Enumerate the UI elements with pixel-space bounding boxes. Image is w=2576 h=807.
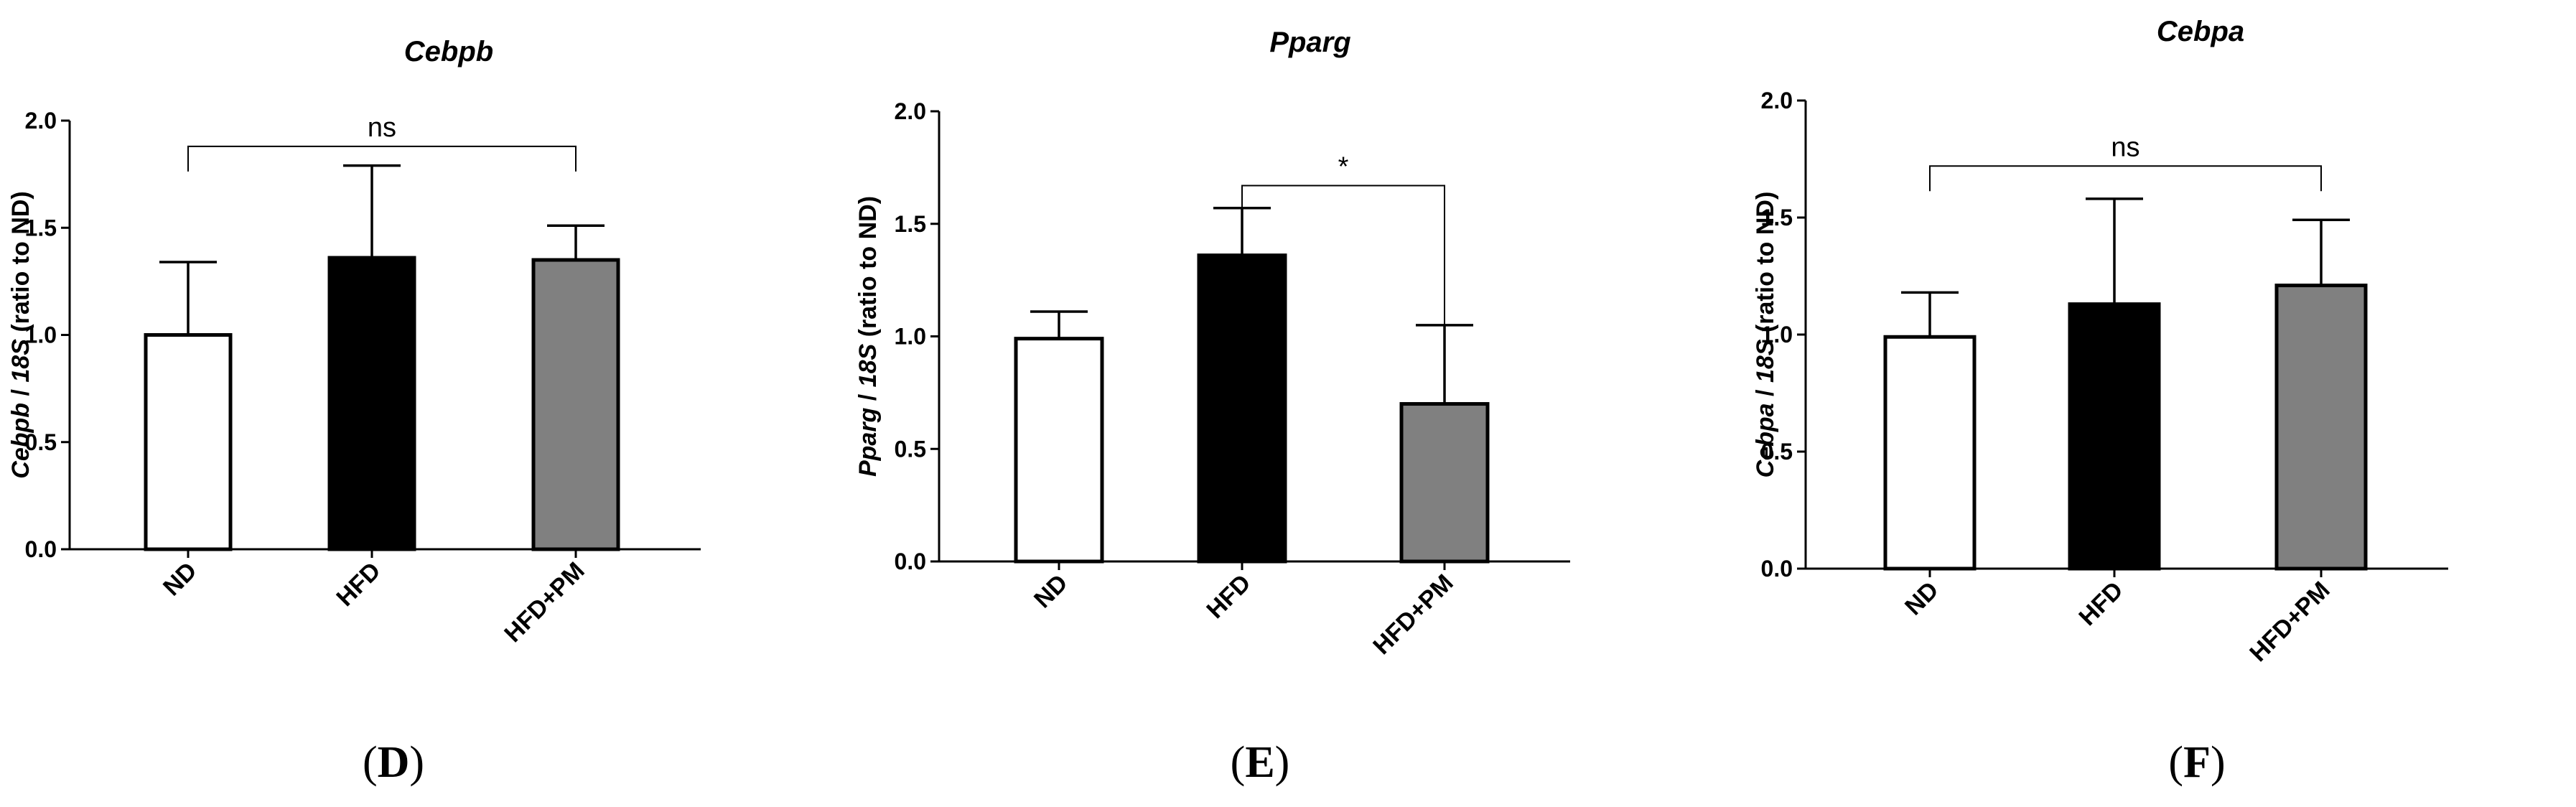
- panel-letter-id: F: [2183, 738, 2211, 787]
- chart-title: Cebpa: [2157, 16, 2244, 47]
- y-axis-title: Pparg / 18S (ratio to ND): [854, 196, 882, 477]
- bar-nd: [1014, 337, 1104, 564]
- bar-nd: [144, 333, 233, 551]
- x-category-label: HFD: [2073, 577, 2128, 631]
- significance-bracket: [187, 145, 577, 172]
- y-tick-label: 2.0: [1761, 88, 1793, 113]
- y-axis-title-gene: Cebpb: [7, 403, 34, 479]
- y-tick-label: 0.5: [1761, 439, 1793, 465]
- y-axis-title-separator: /: [854, 387, 882, 407]
- y-tick-label: 1.5: [25, 215, 57, 241]
- y-tick-label: 1.0: [1761, 322, 1793, 347]
- panel-letter-close: ): [2211, 738, 2226, 787]
- bar-hfd-plus-pm: [531, 258, 620, 551]
- y-axis-title-gene: Cebpa: [1752, 403, 1779, 477]
- y-tick-label: 1.5: [1761, 205, 1793, 230]
- bar-hfd: [2068, 302, 2161, 571]
- y-axis-title: Cebpa / 18S (ratio to ND): [1752, 192, 1779, 478]
- bar-hfd: [327, 256, 416, 551]
- panel-letter-open: (: [2168, 738, 2183, 787]
- chart-title: Pparg: [1269, 27, 1350, 58]
- significance-label: ns: [2111, 132, 2139, 162]
- bar-hfd-plus-pm: [2274, 284, 2368, 571]
- y-tick-label: 1.0: [895, 324, 926, 350]
- y-tick-label: 1.0: [25, 322, 57, 348]
- panel-letter-open: (: [363, 738, 378, 787]
- significance-label: ns: [368, 113, 396, 143]
- panel-letter-close: ): [1275, 738, 1290, 787]
- y-tick-label: 0.0: [25, 536, 57, 562]
- panel-letter: (F): [2168, 738, 2225, 787]
- y-tick-label: 0.0: [1761, 556, 1793, 582]
- x-category-label: HFD: [331, 557, 386, 612]
- bar-hfd-plus-pm: [1399, 402, 1490, 564]
- y-axis-title-unit: (ratio to ND): [1752, 192, 1779, 340]
- bar-hfd: [1197, 253, 1287, 564]
- x-category-label: ND: [158, 557, 202, 602]
- y-axis-title-reference: 18S: [1752, 339, 1779, 383]
- panel-letter-close: ): [409, 738, 424, 787]
- panel-letter-open: (: [1231, 738, 1246, 787]
- y-axis-title-separator: /: [1752, 383, 1779, 403]
- y-axis-title-unit: (ratio to ND): [7, 191, 34, 339]
- y-tick-label: 2.0: [895, 98, 926, 124]
- x-category-label: HFD+PM: [499, 557, 589, 648]
- x-category-label: HFD+PM: [2244, 577, 2335, 667]
- x-category-label: ND: [1029, 569, 1073, 614]
- y-tick-label: 0.5: [895, 436, 926, 462]
- panel-letter-id: D: [378, 738, 410, 787]
- y-tick-label: 0.5: [25, 429, 57, 455]
- y-axis-title-reference: 18S: [854, 344, 882, 388]
- panel-letter: (E): [1231, 738, 1290, 787]
- x-category-label: HFD: [1201, 569, 1256, 624]
- significance-bracket: [1929, 165, 2322, 192]
- panel-letter-id: E: [1245, 738, 1274, 787]
- y-axis-title-gene: Pparg: [854, 407, 882, 477]
- y-tick-label: 2.0: [25, 108, 57, 134]
- y-tick-label: 0.0: [895, 549, 926, 574]
- y-axis-title-unit: (ratio to ND): [854, 196, 882, 344]
- significance-label: *: [1338, 151, 1349, 182]
- y-axis-title-reference: 18S: [7, 339, 34, 383]
- panel-letter: (D): [363, 738, 424, 787]
- y-axis-title: Cebpb / 18S (ratio to ND): [7, 191, 34, 478]
- y-axis-title-separator: /: [7, 383, 34, 403]
- significance-bracket: [1241, 185, 1445, 325]
- x-category-label: ND: [1900, 577, 1944, 621]
- bar-nd: [1883, 335, 1977, 571]
- chart-title: Cebpb: [404, 36, 493, 67]
- x-category-label: HFD+PM: [1368, 569, 1458, 660]
- y-tick-label: 1.5: [895, 211, 926, 237]
